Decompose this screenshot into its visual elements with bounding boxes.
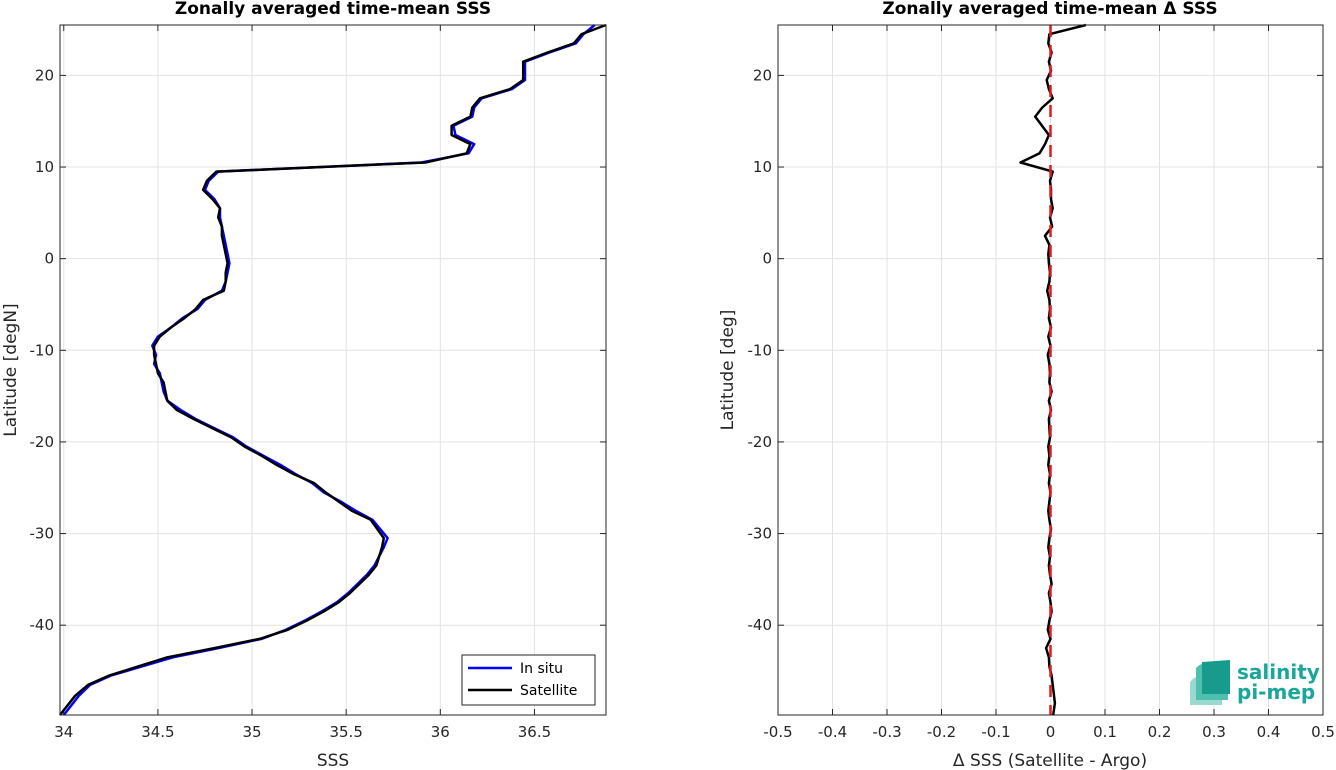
right-x-tick-label: 0.1	[1093, 723, 1117, 741]
left-x-tick-label: 36	[431, 723, 450, 741]
right-y-tick-label: 0	[762, 250, 772, 268]
left-x-tick-label: 35.5	[329, 723, 362, 741]
left-y-axis-label: Latitude [degN]	[1, 303, 21, 436]
right-y-ticks: 20 10 0 -10 -20 -30 -40	[748, 66, 1323, 634]
legend-box	[461, 654, 596, 706]
legend-label-in-situ: In situ	[520, 661, 563, 677]
left-series-line-in-situ	[62, 24, 596, 716]
right-x-tick-label: 0.5	[1311, 723, 1335, 741]
left-y-tick-label: 20	[35, 66, 54, 84]
right-y-axis-label: Latitude [deg]	[718, 310, 738, 431]
right-x-tick-label: 0.2	[1148, 723, 1172, 741]
logo-text-line1: salinity	[1237, 660, 1320, 684]
left-y-tick-label: -10	[30, 341, 55, 359]
left-x-axis-label: SSS	[317, 751, 349, 770]
right-x-tick-label: -0.1	[981, 723, 1010, 741]
left-x-tick-label: 34.5	[141, 723, 174, 741]
left-y-ticks: 20 10 0 -10 -20 -30 -40	[30, 66, 606, 634]
left-y-tick-label: -20	[30, 433, 55, 451]
legend: In situ Satellite	[461, 654, 596, 706]
right-chart-title: Zonally averaged time-mean Δ SSS	[882, 0, 1217, 19]
right-x-ticks: -0.5 -0.4 -0.3 -0.2 -0.1 0 0.1 0.2 0.3 0.4 0.5	[763, 25, 1335, 741]
left-y-tick-label: 0	[44, 250, 54, 268]
right-series-line-delta-sss	[1019, 23, 1087, 716]
left-y-tick-label: -30	[30, 525, 55, 543]
left-chart-title: Zonally averaged time-mean SSS	[175, 0, 491, 19]
left-y-tick-label: -40	[30, 616, 55, 634]
left-series	[59, 23, 607, 716]
right-series	[1019, 23, 1087, 716]
right-x-tick-label: 0.4	[1257, 723, 1281, 741]
right-y-tick-label: -40	[748, 616, 773, 634]
right-x-tick-label: -0.3	[872, 723, 901, 741]
left-plot-frame	[59, 24, 607, 716]
right-x-tick-label: 0.3	[1202, 723, 1226, 741]
left-x-tick-label: 35	[242, 723, 261, 741]
left-x-ticks: 34 34.5 35 35.5 36 36.5	[54, 25, 551, 741]
right-y-tick-label: 20	[753, 66, 772, 84]
right-y-tick-label: -10	[748, 341, 773, 359]
right-y-tick-label: 10	[753, 158, 772, 176]
right-y-tick-label: -20	[748, 433, 773, 451]
salinity-pi-mep-logo: salinity pi-mep	[1190, 660, 1320, 705]
right-y-tick-label: -30	[748, 525, 773, 543]
left-x-tick-label: 36.5	[518, 723, 551, 741]
right-x-tick-label: 0	[1046, 723, 1056, 741]
logo-text-line2: pi-mep	[1237, 680, 1315, 704]
right-x-axis-label: Δ SSS (Satellite - Argo)	[953, 751, 1147, 770]
right-x-tick-label: -0.5	[763, 723, 792, 741]
logo-wave-icon	[1190, 660, 1230, 705]
left-series-line-satellite	[59, 23, 607, 716]
right-plot-frame	[777, 24, 1324, 716]
right-x-tick-label: -0.2	[927, 723, 956, 741]
left-grid	[60, 25, 606, 715]
right-x-tick-label: -0.4	[818, 723, 847, 741]
legend-label-satellite: Satellite	[520, 683, 577, 699]
left-x-tick-label: 34	[54, 723, 73, 741]
left-y-tick-label: 10	[35, 158, 54, 176]
